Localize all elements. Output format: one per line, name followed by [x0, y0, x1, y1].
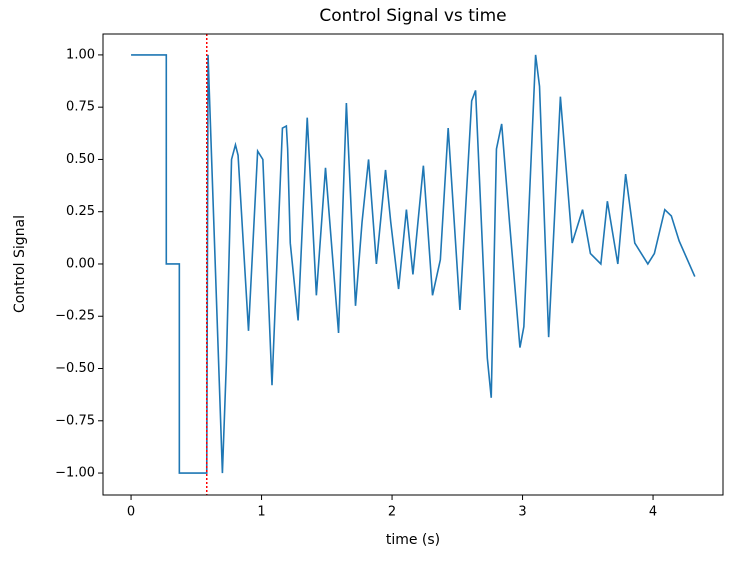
x-tick-label: 2	[388, 505, 396, 520]
y-tick-label: −0.75	[55, 413, 95, 428]
y-tick-label: −1.00	[55, 466, 95, 481]
x-axis-label: time (s)	[386, 532, 440, 548]
y-tick-label: 0.00	[66, 256, 95, 271]
y-axis-label: Control Signal	[12, 215, 28, 313]
plot-frame	[102, 33, 724, 496]
chart-title: Control Signal vs time	[319, 6, 506, 26]
y-tick-label: 0.50	[66, 152, 95, 167]
x-tick-label: 4	[649, 505, 657, 520]
y-tick-label: −0.50	[55, 361, 95, 376]
x-tick-label: 0	[127, 505, 135, 520]
y-tick-label: 1.00	[66, 47, 95, 62]
line	[131, 54, 696, 474]
x-tick-label: 3	[518, 505, 526, 520]
y-tick-label: 0.25	[66, 204, 95, 219]
y-tick-label: 0.75	[66, 100, 95, 115]
y-tick-label: −0.25	[55, 309, 95, 324]
x-tick-label: 1	[257, 505, 265, 520]
